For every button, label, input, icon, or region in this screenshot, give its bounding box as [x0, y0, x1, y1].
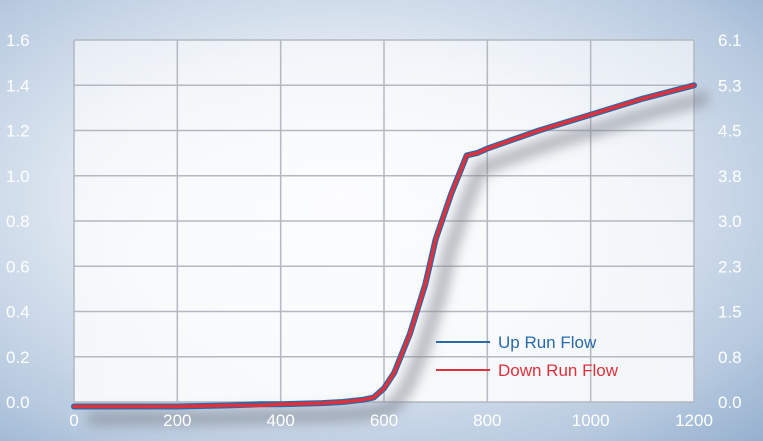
y-tick-label: 0.0	[6, 393, 30, 412]
y2-tick-label: 3.0	[718, 212, 742, 231]
y-tick-label: 0.8	[6, 212, 30, 231]
legend: Up Run Flow Down Run Flow	[436, 333, 619, 380]
y2-tick-label: 2.3	[718, 257, 742, 276]
y-tick-label: 0.6	[6, 257, 30, 276]
y-tick-label: 1.4	[6, 76, 30, 95]
y-tick-label: 1.0	[6, 167, 30, 186]
x-tick-label: 1000	[572, 411, 610, 430]
y2-axis-ticks: 0.0 0.8 1.5 2.3 3.0 3.8 4.5 5.3 6.1	[718, 31, 742, 412]
x-tick-label: 400	[266, 411, 294, 430]
y-tick-label: 1.2	[6, 122, 30, 141]
x-tick-label: 0	[69, 411, 78, 430]
y-tick-label: 0.4	[6, 303, 30, 322]
legend-label-up-run-flow: Up Run Flow	[498, 333, 597, 352]
y2-tick-label: 0.8	[718, 348, 742, 367]
grid	[73, 39, 695, 403]
y2-tick-label: 5.3	[718, 76, 742, 95]
y-axis-ticks: 0.0 0.2 0.4 0.6 0.8 1.0 1.2 1.4 1.6	[6, 31, 30, 412]
series-shadow	[88, 90, 710, 426]
x-tick-label: 800	[473, 411, 501, 430]
x-axis-ticks: 0 200 400 600 800 1000 1200	[69, 411, 713, 430]
y2-tick-label: 0.0	[718, 393, 742, 412]
legend-label-down-run-flow: Down Run Flow	[498, 361, 619, 380]
series-layer	[71, 82, 697, 410]
series-line-down-run-flow	[72, 83, 696, 409]
x-tick-label: 1200	[675, 411, 713, 430]
y-tick-label: 0.2	[6, 348, 30, 367]
y2-tick-label: 1.5	[718, 303, 742, 322]
x-tick-label: 600	[370, 411, 398, 430]
y2-tick-label: 6.1	[718, 31, 742, 50]
x-tick-label: 200	[163, 411, 191, 430]
series-shadow-line	[88, 90, 710, 426]
y-tick-label: 1.6	[6, 31, 30, 50]
y2-tick-label: 4.5	[718, 122, 742, 141]
y2-tick-label: 3.8	[718, 167, 742, 186]
